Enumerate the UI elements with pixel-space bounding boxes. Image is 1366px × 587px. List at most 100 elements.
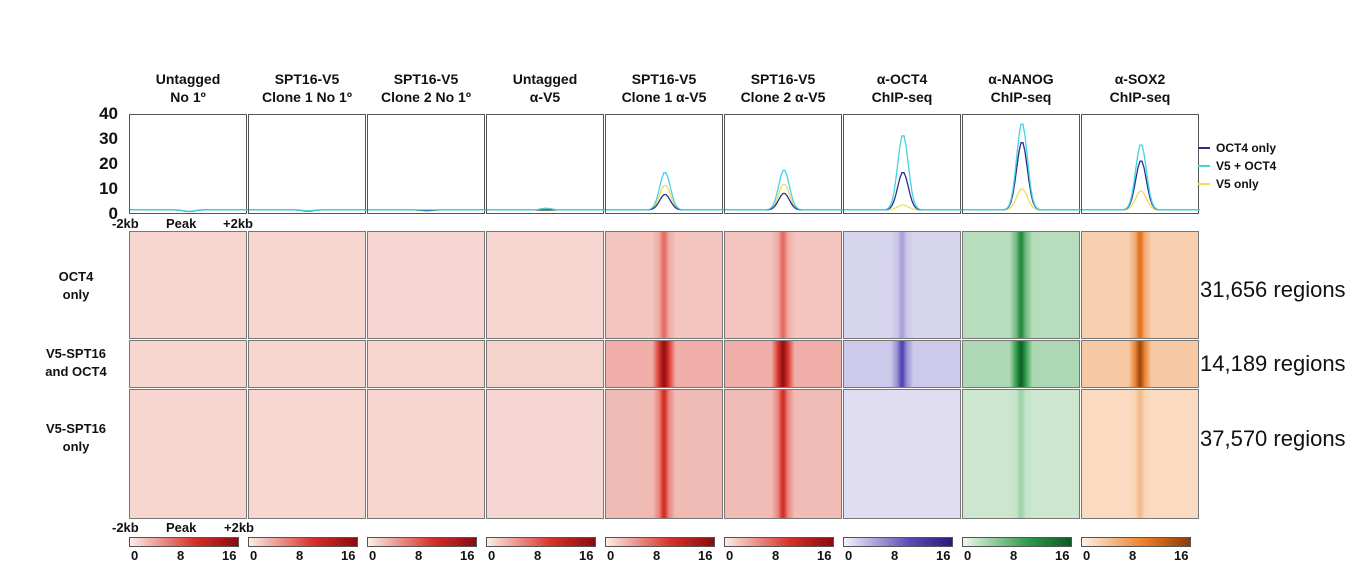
profile-line-v5-oct4: [725, 169, 843, 211]
colorbar-tick: 8: [177, 548, 185, 563]
colorbar-tick: 16: [341, 548, 356, 563]
colorbar-tick: 8: [415, 548, 423, 563]
legend-label: OCT4 only: [1216, 140, 1277, 155]
profile-svg: [963, 123, 1081, 211]
profile-svg: [249, 209, 367, 212]
heatmap-block: [248, 340, 366, 388]
colorbar: [962, 537, 1072, 547]
legend-swatch: [1198, 183, 1210, 185]
profile-line-v5-oct4: [606, 172, 724, 211]
profile-line-v5-only: [606, 184, 724, 211]
region-count: 14,189 regions: [1200, 351, 1346, 376]
heatmap-block: [724, 340, 842, 388]
colorbar: [248, 537, 358, 547]
profile-plot: [843, 114, 962, 214]
heatmap-block: [129, 340, 247, 388]
colorbar-tick: 8: [1129, 548, 1137, 563]
colorbar-tick: 16: [817, 548, 832, 563]
profile-line-v5-only: [725, 183, 843, 211]
column-title: α-NANOG ChIP-seq: [988, 71, 1054, 105]
profile-plot: [724, 114, 843, 214]
profile-plot: [605, 114, 724, 214]
heatmap-block: [367, 389, 485, 519]
region-count: 37,570 regions: [1200, 426, 1346, 451]
profile-svg: [487, 207, 605, 212]
colorbar: [605, 537, 715, 547]
colorbar: [129, 537, 239, 547]
profile-line-v5-oct4: [963, 123, 1081, 211]
heatmap-x-tick: +2kb: [224, 520, 254, 535]
colorbar-tick: 16: [1174, 548, 1189, 563]
column-title: SPT16-V5 Clone 1 No 1º: [262, 71, 352, 105]
colorbar: [486, 537, 596, 547]
column-title: α-SOX2 ChIP-seq: [1109, 71, 1171, 105]
profile-line-v5-only: [844, 204, 962, 211]
row-group-label: V5-SPT16 only: [46, 421, 106, 454]
heatmap-x-tick: -2kb: [112, 520, 139, 535]
profile-y-tick: 40: [99, 104, 118, 123]
heatmap-block: [486, 231, 604, 339]
heatmap-block: [1081, 340, 1199, 388]
heatmap-block: [605, 389, 723, 519]
heatmap-block: [367, 231, 485, 339]
heatmap-block: [248, 231, 366, 339]
colorbar: [724, 537, 834, 547]
colorbar-tick: 8: [891, 548, 899, 563]
column-title: Untagged No 1º: [155, 71, 221, 105]
profile-svg: [1082, 144, 1200, 211]
colorbar-tick: 0: [607, 548, 615, 563]
profile-line-v5-only: [1082, 190, 1200, 211]
legend-swatch: [1198, 165, 1210, 167]
column-title: SPT16-V5 Clone 1 α-V5: [621, 71, 707, 105]
legend-item: V5 + OCT4: [1198, 157, 1276, 175]
colorbar: [843, 537, 953, 547]
heatmap-block: [1081, 389, 1199, 519]
colorbar-tick: 8: [653, 548, 661, 563]
colorbar-tick: 8: [772, 548, 780, 563]
legend: OCT4 only V5 + OCT4 V5 only: [1198, 139, 1276, 193]
profile-line-oct4-only: [963, 142, 1081, 211]
heatmap-block: [962, 389, 1080, 519]
profile-line-v5-oct4: [249, 209, 367, 212]
colorbar-tick: 0: [845, 548, 853, 563]
profile-plot: [129, 114, 248, 214]
profile-plot: [962, 114, 1081, 214]
colorbar-tick: 0: [369, 548, 377, 563]
colorbar-tick: 16: [936, 548, 951, 563]
profile-svg: [844, 135, 962, 211]
heatmap-block: [605, 231, 723, 339]
colorbar-tick: 8: [534, 548, 542, 563]
colorbar: [1081, 537, 1191, 547]
profile-svg: [725, 169, 843, 211]
heatmap-block: [129, 231, 247, 339]
colorbar-tick: 0: [726, 548, 734, 563]
profile-y-tick: 20: [99, 154, 118, 173]
profile-svg: [606, 172, 724, 211]
colorbar: [367, 537, 477, 547]
profile-line-v5-oct4: [1082, 144, 1200, 211]
profile-y-tick: 0: [108, 204, 118, 223]
colorbar-tick: 16: [698, 548, 713, 563]
heatmap-block: [1081, 231, 1199, 339]
colorbar-tick: 16: [222, 548, 237, 563]
heatmap-block: [605, 340, 723, 388]
profile-line-v5-oct4: [844, 135, 962, 211]
profile-plot: [367, 114, 486, 214]
heatmap-block: [248, 389, 366, 519]
colorbar-tick: 8: [1010, 548, 1018, 563]
profile-y-tick: 10: [99, 179, 118, 198]
heatmap-block: [962, 340, 1080, 388]
colorbar-tick: 0: [488, 548, 496, 563]
profile-svg: [368, 209, 486, 212]
profile-line-v5-oct4: [130, 209, 248, 212]
colorbar-tick: 16: [579, 548, 594, 563]
profile-svg: [130, 209, 248, 213]
colorbar-tick: 8: [296, 548, 304, 563]
legend-label: V5 + OCT4: [1216, 158, 1277, 173]
profile-y-tick: 30: [99, 129, 118, 148]
colorbar-tick: 0: [250, 548, 258, 563]
column-title: α-OCT4 ChIP-seq: [871, 71, 933, 105]
profile-plot: [1081, 114, 1200, 214]
colorbar-tick: 0: [964, 548, 972, 563]
row-group-label: OCT4 only: [58, 269, 94, 302]
